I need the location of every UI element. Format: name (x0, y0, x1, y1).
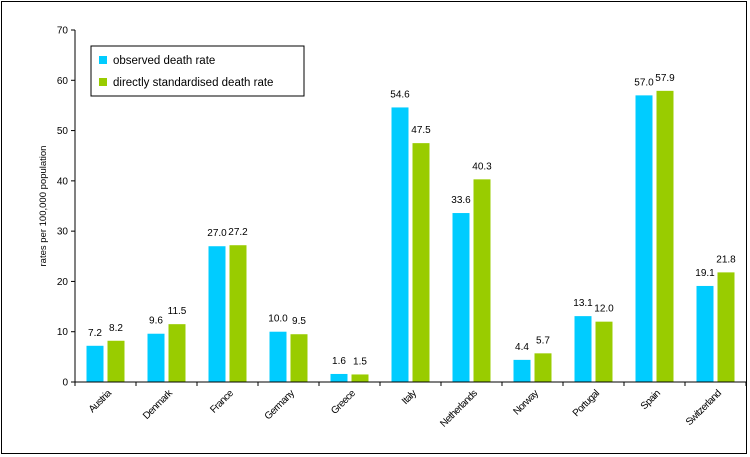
bar-denmark-observed (147, 333, 165, 382)
data-label-netherlands-observed: 33.6 (451, 195, 471, 206)
data-label-austria-observed: 7.2 (88, 328, 102, 339)
category-label-greece: Greece (329, 388, 358, 417)
y-tick-label: 60 (57, 76, 69, 87)
category-label-switzerland: Switzerland (684, 388, 724, 428)
category-label-germany: Germany (263, 388, 297, 422)
data-label-portugal-standardised: 12.0 (594, 304, 614, 315)
category-label-france: France (208, 388, 236, 416)
legend-swatch-standardised (99, 78, 107, 86)
category-label-austria: Austria (87, 388, 115, 416)
data-label-switzerland-standardised: 21.8 (716, 254, 736, 265)
y-axis-title: rates per 100,000 population (38, 146, 49, 267)
data-label-austria-standardised: 8.2 (109, 323, 123, 334)
bar-netherlands-standardised (473, 179, 491, 382)
data-label-denmark-standardised: 11.5 (168, 306, 187, 317)
y-tick-label: 40 (57, 176, 69, 187)
data-label-spain-observed: 57.0 (634, 77, 654, 88)
bar-germany-standardised (290, 334, 308, 382)
data-label-greece-observed: 1.6 (332, 356, 346, 367)
bars (86, 90, 735, 383)
y-tick-label: 10 (57, 327, 69, 338)
bar-switzerland-standardised (717, 272, 735, 382)
data-label-france-standardised: 27.2 (228, 227, 248, 238)
data-label-netherlands-standardised: 40.3 (472, 161, 492, 172)
category-label-portugal: Portugal (571, 388, 602, 419)
category-label-denmark: Denmark (141, 387, 176, 422)
category-label-netherlands: Netherlands (438, 388, 480, 430)
bar-portugal-standardised (595, 321, 613, 382)
y-axis: 0 10 20 30 40 50 60 70 (57, 26, 76, 389)
bar-norway-standardised (534, 353, 552, 382)
data-label-switzerland-observed: 19.1 (695, 268, 715, 279)
bar-germany-observed (269, 331, 287, 382)
data-label-italy-observed: 54.6 (390, 89, 410, 100)
bar-italy-observed (391, 107, 409, 382)
data-label-norway-standardised: 5.7 (536, 335, 550, 346)
legend-label-observed: observed death rate (113, 55, 215, 67)
bar-france-standardised (229, 245, 247, 382)
data-labels: 7.2 8.2 9.6 11.5 27.0 27.2 10.0 9.5 1.6 1.5 54.6 47… (88, 73, 736, 368)
bar-france-observed (208, 246, 226, 382)
data-label-spain-standardised: 57.9 (655, 73, 675, 84)
bar-portugal-observed (574, 316, 592, 382)
y-tick-label: 70 (57, 26, 69, 37)
bar-switzerland-observed (696, 285, 714, 382)
data-label-germany-standardised: 9.5 (292, 316, 306, 327)
data-label-norway-observed: 4.4 (515, 342, 529, 353)
y-tick-label: 50 (57, 126, 69, 137)
legend-swatch-observed (99, 56, 107, 64)
bar-austria-standardised (107, 340, 125, 382)
data-label-denmark-observed: 9.6 (149, 316, 163, 327)
bar-italy-standardised (412, 143, 430, 382)
data-label-france-observed: 27.0 (207, 228, 227, 239)
bar-greece-standardised (351, 374, 369, 382)
category-label-spain: Spain (639, 388, 663, 412)
bar-spain-observed (635, 95, 653, 382)
category-label-italy: Italy (400, 388, 419, 407)
bar-spain-standardised (656, 90, 674, 383)
bar-greece-observed (330, 373, 348, 382)
data-label-greece-standardised: 1.5 (353, 356, 367, 367)
data-label-germany-observed: 10.0 (268, 314, 288, 325)
data-label-italy-standardised: 47.5 (411, 125, 431, 136)
bar-netherlands-observed (452, 213, 470, 382)
bar-denmark-standardised (168, 324, 186, 382)
legend-box (90, 45, 305, 97)
category-label-norway: Norway (511, 388, 541, 418)
legend-label-standardised: directly standardised death rate (113, 77, 273, 89)
y-tick-label: 0 (62, 378, 68, 389)
bar-austria-observed (86, 345, 104, 382)
bar-norway-observed (513, 359, 531, 382)
x-axis: Austria Denmark France Germany Greece Italy Ne… (74, 381, 747, 430)
legend: observed death rate directly standardise… (90, 45, 305, 97)
y-tick-label: 20 (57, 277, 69, 288)
data-label-portugal-observed: 13.1 (573, 298, 593, 309)
y-tick-label: 30 (57, 227, 69, 238)
